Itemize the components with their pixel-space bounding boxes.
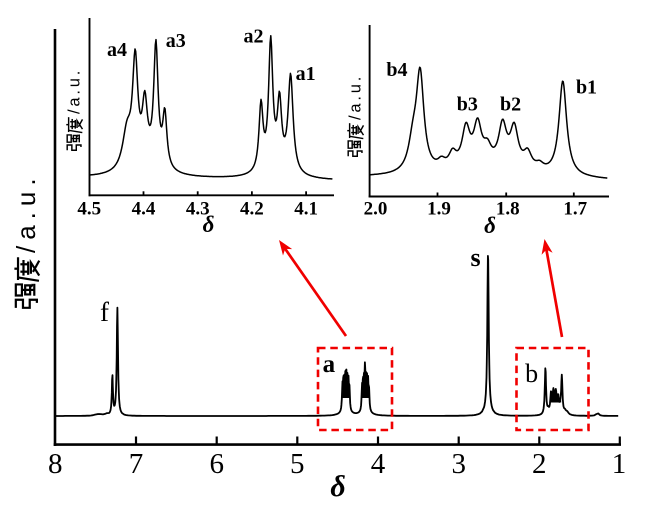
svg-text:1: 1 (612, 448, 627, 480)
svg-text:3: 3 (451, 448, 466, 480)
svg-text:b4: b4 (386, 59, 407, 81)
svg-text:a1: a1 (296, 63, 316, 85)
svg-text:s: s (471, 243, 481, 272)
svg-text:b2: b2 (500, 94, 521, 116)
svg-text:f: f (100, 297, 109, 327)
svg-text:a3: a3 (166, 30, 186, 52)
svg-text:/a.u.: /a.u. (347, 74, 365, 120)
svg-text:6: 6 (209, 448, 224, 480)
svg-text:1.7: 1.7 (563, 199, 587, 220)
svg-text:1.9: 1.9 (427, 199, 451, 220)
svg-text:4.4: 4.4 (132, 199, 156, 220)
svg-text:4.5: 4.5 (77, 199, 101, 220)
svg-text:/a.u.: /a.u. (11, 172, 41, 253)
svg-text:a: a (323, 351, 336, 378)
svg-text:7: 7 (129, 448, 144, 480)
svg-text:δ: δ (484, 213, 496, 238)
svg-text:8: 8 (48, 448, 63, 480)
svg-text:b1: b1 (576, 77, 597, 99)
svg-text:4.3: 4.3 (186, 199, 210, 220)
svg-text:a2: a2 (244, 26, 264, 48)
svg-text:b3: b3 (457, 94, 478, 116)
svg-text:4: 4 (371, 448, 386, 480)
svg-text:4.1: 4.1 (294, 199, 318, 220)
svg-text:δ: δ (330, 470, 345, 503)
svg-text:1.8: 1.8 (496, 199, 520, 220)
svg-text:b: b (525, 359, 538, 388)
svg-text:/a.u.: /a.u. (66, 68, 84, 114)
svg-text:5: 5 (290, 448, 305, 480)
svg-text:δ: δ (203, 212, 215, 237)
svg-text:2.0: 2.0 (364, 199, 388, 220)
svg-text:a4: a4 (107, 39, 127, 61)
svg-text:4.2: 4.2 (240, 199, 264, 220)
svg-text:2: 2 (532, 448, 547, 480)
